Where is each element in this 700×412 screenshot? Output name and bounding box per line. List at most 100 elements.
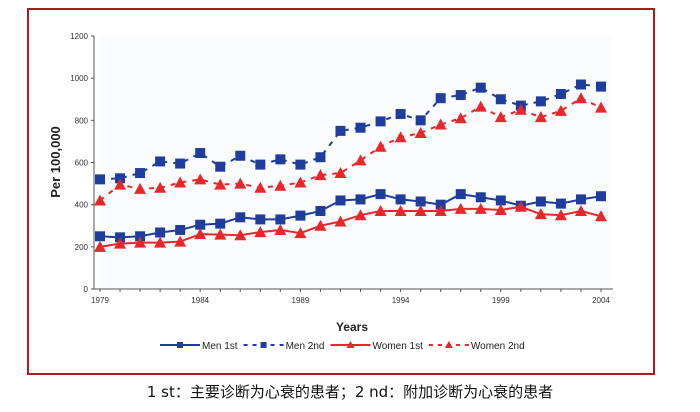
data-point xyxy=(274,223,287,235)
data-point xyxy=(514,200,527,212)
data-point xyxy=(115,173,126,184)
data-point xyxy=(574,92,587,104)
legend-label: Men 2nd xyxy=(286,341,325,352)
x-tick-label: 1994 xyxy=(392,296,410,305)
data-point xyxy=(95,231,105,242)
data-point xyxy=(354,209,367,221)
data-point xyxy=(375,116,386,127)
data-point xyxy=(274,179,287,191)
data-point xyxy=(534,111,547,123)
data-point xyxy=(295,210,306,221)
data-point xyxy=(155,156,166,167)
data-point xyxy=(195,148,206,159)
data-point xyxy=(595,210,607,222)
data-point xyxy=(314,219,327,231)
data-point xyxy=(134,236,147,248)
data-point xyxy=(335,125,346,136)
x-tick-label: 2004 xyxy=(592,296,610,305)
x-tick-label: 1979 xyxy=(91,296,109,305)
data-point xyxy=(395,109,406,120)
data-point xyxy=(434,118,447,130)
data-point xyxy=(135,231,146,242)
data-point xyxy=(335,195,346,206)
data-point xyxy=(535,96,546,107)
data-point xyxy=(555,198,566,209)
data-point xyxy=(455,189,466,200)
data-point xyxy=(574,204,587,216)
data-point xyxy=(114,237,127,249)
data-point xyxy=(415,196,426,207)
data-point xyxy=(475,192,486,203)
data-point xyxy=(374,140,387,152)
x-tick-label: 1989 xyxy=(292,296,310,305)
data-point xyxy=(495,94,506,105)
data-point xyxy=(255,214,266,225)
data-point xyxy=(214,178,227,190)
data-point xyxy=(535,196,546,207)
data-point xyxy=(595,101,607,113)
data-point xyxy=(454,112,467,124)
data-point xyxy=(214,228,227,240)
series-line-women-2nd xyxy=(99,97,602,202)
data-point xyxy=(175,224,186,235)
data-point xyxy=(596,191,606,202)
data-point xyxy=(454,202,467,214)
data-point xyxy=(534,208,547,220)
data-point xyxy=(235,150,246,161)
data-point xyxy=(194,228,207,240)
data-point xyxy=(135,168,146,179)
x-axis-label: Years xyxy=(336,320,368,334)
y-axis-label: Per 100,000 xyxy=(48,126,63,198)
data-point xyxy=(355,122,366,133)
data-point xyxy=(234,177,247,189)
y-tick-label: 400 xyxy=(75,201,89,210)
y-tick-label: 0 xyxy=(84,285,89,294)
legend-label: Women 2nd xyxy=(471,341,525,352)
data-point xyxy=(455,90,466,101)
data-point xyxy=(435,199,446,210)
data-point xyxy=(434,204,447,216)
data-point xyxy=(394,131,407,143)
data-point xyxy=(175,158,186,169)
data-point xyxy=(134,182,147,194)
data-point xyxy=(355,194,366,205)
data-point xyxy=(154,236,167,248)
data-point xyxy=(294,176,307,188)
chart-caption: 1 st：主要诊断为心衰的患者；2 nd：附加诊断为心衰的患者 xyxy=(146,383,554,401)
data-point xyxy=(174,176,187,188)
y-tick-label: 600 xyxy=(75,159,89,168)
legend-marker xyxy=(444,341,453,348)
data-point xyxy=(115,232,126,243)
data-point xyxy=(354,154,367,166)
data-point xyxy=(575,79,586,90)
data-point xyxy=(314,169,327,181)
data-point xyxy=(174,235,187,247)
data-point xyxy=(315,152,326,163)
data-point xyxy=(494,111,507,123)
data-point xyxy=(415,115,426,126)
data-point xyxy=(254,226,267,238)
data-point xyxy=(575,194,586,205)
data-point xyxy=(114,178,127,190)
data-point xyxy=(334,167,347,179)
data-point xyxy=(554,104,567,116)
data-point xyxy=(194,173,207,185)
data-point xyxy=(195,219,206,230)
data-point xyxy=(414,126,427,138)
data-point xyxy=(234,229,247,241)
chart-frame xyxy=(27,8,655,375)
data-point xyxy=(275,214,286,225)
data-point xyxy=(494,203,507,215)
y-tick-label: 1000 xyxy=(70,74,88,83)
data-point xyxy=(154,181,167,193)
data-point xyxy=(215,161,226,172)
data-point xyxy=(514,103,527,115)
data-point xyxy=(315,205,326,216)
y-tick-label: 200 xyxy=(75,243,89,252)
y-tick-label: 1200 xyxy=(70,32,88,41)
data-point xyxy=(374,204,387,216)
legend-marker xyxy=(177,342,183,348)
data-point xyxy=(215,218,226,229)
data-point xyxy=(254,181,267,193)
